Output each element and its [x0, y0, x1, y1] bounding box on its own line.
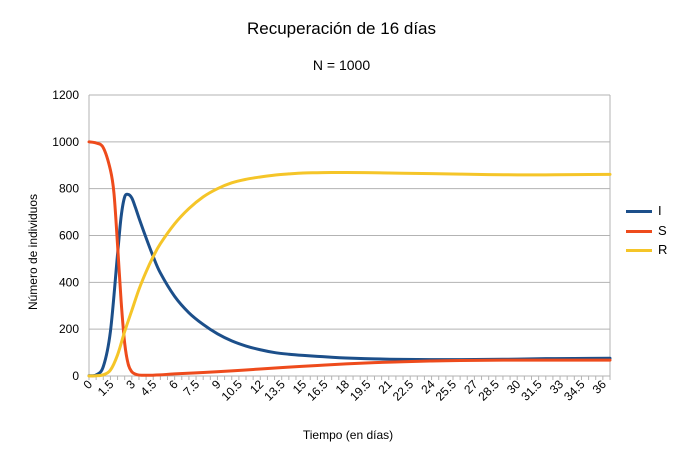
y-tick-label: 0 — [72, 369, 79, 383]
y-tick-label: 1200 — [52, 88, 79, 102]
y-tick-labels: 0 200 400 600 800 1000 1200 — [52, 88, 79, 383]
x-tick-label: 22.5 — [390, 377, 417, 404]
x-tick-label: 25.5 — [433, 377, 460, 404]
x-axis-label: Tiempo (en días) — [302, 428, 394, 442]
series-line-s — [87, 140, 612, 377]
y-axis-label: Número de individuos — [26, 193, 40, 311]
x-tick-label: 34.5 — [561, 377, 588, 404]
x-tick-label: 31.5 — [518, 377, 545, 404]
legend-item-s: S — [626, 223, 667, 238]
x-tick-label: 1.5 — [95, 377, 117, 399]
legend-label-r: R — [658, 242, 668, 257]
chart-subtitle: N = 1000 — [312, 57, 371, 73]
x-tick-label: 36 — [590, 377, 610, 397]
y-tick-label: 800 — [59, 182, 79, 196]
legend-swatch-i — [626, 210, 652, 214]
x-tick-label: 28.5 — [476, 377, 503, 404]
legend-swatch-r — [626, 249, 652, 253]
legend-swatch-s — [626, 230, 652, 234]
series-line-r — [87, 170, 612, 378]
x-tick-label: 13.5 — [261, 377, 288, 404]
y-tick-label: 1000 — [52, 135, 79, 149]
x-tick-label: 4.5 — [138, 377, 160, 399]
series-lines — [87, 140, 612, 378]
x-tick-label: 3 — [123, 377, 138, 392]
x-tick-label: 6 — [166, 377, 181, 392]
legend-item-r: R — [626, 242, 667, 257]
x-tick-label: 7.5 — [180, 377, 202, 399]
x-tick-label: 16.5 — [304, 377, 331, 404]
x-tick-label: 19.5 — [347, 377, 374, 404]
axes — [88, 94, 611, 380]
x-tick-label: 0 — [80, 377, 95, 392]
chart-title: Recuperación de 16 días — [246, 19, 437, 38]
legend-item-i: I — [626, 203, 662, 218]
series-line-i — [87, 192, 612, 378]
legend-label-i: I — [658, 203, 662, 218]
legend-label-s: S — [658, 223, 667, 238]
x-tick-label: 10.5 — [219, 377, 246, 404]
gridlines — [89, 94, 610, 330]
y-tick-label: 200 — [59, 322, 79, 336]
y-tick-label: 400 — [59, 275, 79, 289]
y-tick-label: 600 — [59, 229, 79, 243]
